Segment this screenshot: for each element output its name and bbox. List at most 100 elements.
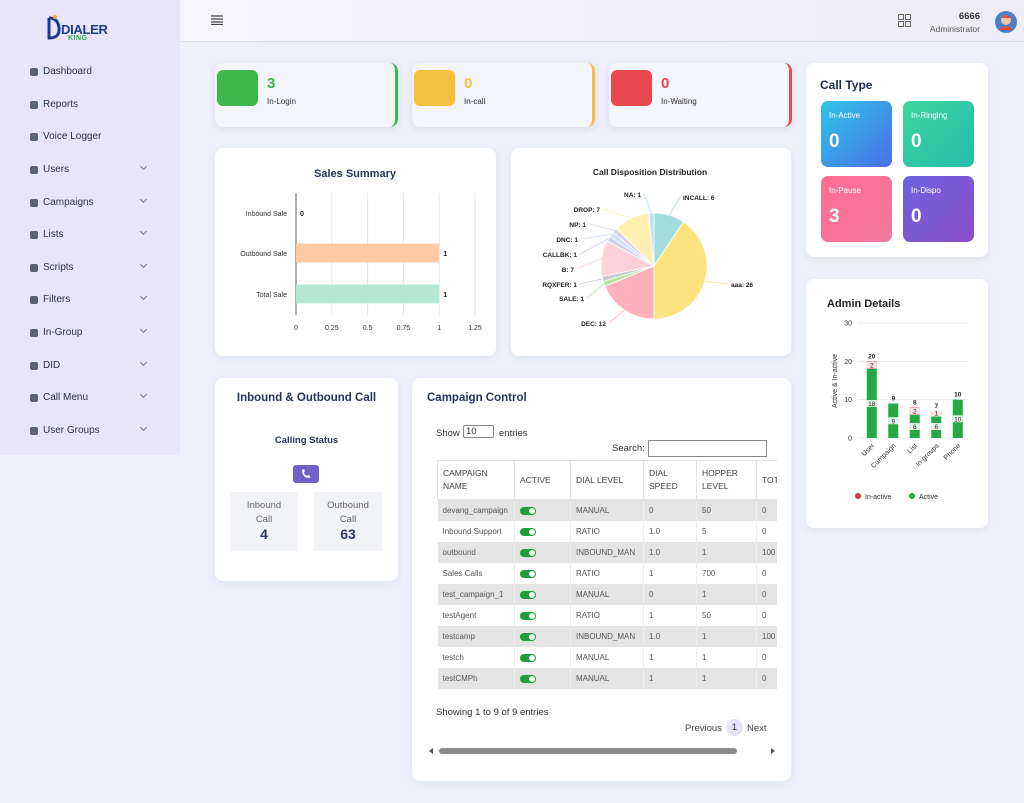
page-size-select[interactable]: 10 [463, 425, 494, 438]
table-wrap: Campaign Name Active Dial Level Dial Speed H… [437, 460, 777, 692]
submenu-chevron[interactable] [139, 260, 148, 269]
cell: RATIO [570, 521, 644, 542]
cell: 1 [696, 584, 757, 605]
active-toggle[interactable] [520, 611, 536, 620]
active-toggle[interactable] [520, 548, 536, 557]
menu-label[interactable]: Dashboard [43, 66, 92, 77]
active-toggle[interactable] [520, 674, 536, 683]
cell: 0 [756, 499, 777, 521]
cell: 50 [696, 499, 757, 521]
box-value: 4 [260, 526, 268, 542]
menu-item[interactable]: Filters [0, 292, 180, 309]
submenu-chevron[interactable] [139, 390, 148, 399]
stat-icon [217, 70, 258, 106]
logo-mark [47, 15, 61, 40]
search-input[interactable] [648, 440, 767, 457]
submenu-chevron[interactable] [139, 358, 148, 367]
stat-label: In-Waiting [661, 97, 697, 106]
entries-label: entries [499, 428, 528, 439]
menu-toggle[interactable] [211, 15, 223, 25]
call-type-tile: In-Active 0 [821, 101, 892, 167]
box-value: 63 [340, 526, 356, 542]
column-header[interactable]: Dial Speed [643, 460, 697, 500]
submenu-chevron[interactable] [139, 325, 148, 334]
menu-label[interactable]: User Groups [43, 425, 100, 436]
menu-label[interactable]: Call Menu [43, 392, 89, 403]
menu-item[interactable]: Dashboard [0, 65, 180, 81]
active-toggle[interactable] [520, 632, 536, 641]
cell: MANUAL [570, 584, 644, 605]
cell: MANUAL [570, 499, 644, 521]
column-header[interactable]: Campaign Name [437, 460, 515, 500]
user-id[interactable]: 6666 [958, 11, 980, 22]
box-label: Outbound Call [327, 500, 369, 525]
avatar[interactable] [994, 10, 1018, 34]
menu-item[interactable]: Lists [0, 227, 180, 244]
submenu-chevron[interactable] [139, 292, 148, 301]
user-role[interactable]: Administrator [929, 24, 980, 34]
submenu-chevron[interactable] [139, 423, 148, 432]
column-header[interactable]: Active [514, 460, 571, 500]
menu-icon [30, 199, 38, 207]
menu-item[interactable]: Users [0, 162, 180, 179]
header-row: Campaign Name Active Dial Level Dial Speed H… [437, 460, 777, 500]
menu-label[interactable]: Reports [43, 99, 79, 110]
menu-label[interactable]: Scripts [43, 262, 74, 273]
active-toggle[interactable] [520, 506, 536, 515]
tile-label: In-Pause [829, 186, 862, 195]
menu-icon [30, 394, 38, 402]
menu-item[interactable]: Voice Logger [0, 130, 180, 146]
page-button[interactable]: 1 [726, 719, 743, 736]
column-header[interactable]: Dial Level [570, 460, 644, 500]
next-button[interactable]: Next [747, 723, 767, 734]
active-toggle[interactable] [520, 569, 536, 578]
stat-label: In-Login [267, 97, 296, 106]
menu-label[interactable]: In-Group [43, 327, 83, 338]
menu-icon [30, 68, 38, 76]
menu-item[interactable]: Campaigns [0, 195, 180, 212]
active-toggle[interactable] [520, 653, 536, 662]
menu-label[interactable]: DID [43, 360, 61, 371]
active-toggle[interactable] [520, 527, 536, 536]
cell: Sales Calls [437, 563, 515, 584]
call-type-tile: In-Pause 3 [821, 176, 892, 242]
table-row: outbound INBOUND_MAN 1.0 1 100 [437, 542, 777, 563]
tile-label: In-Dispo [911, 186, 941, 195]
menu-item[interactable]: Reports [0, 98, 180, 114]
menu-item[interactable]: Scripts [0, 260, 180, 277]
menu-item[interactable]: User Groups [0, 423, 180, 440]
menu-label[interactable]: Filters [43, 294, 71, 305]
apps-icon[interactable] [898, 14, 911, 27]
menu-icon [30, 101, 38, 109]
cell: 50 [696, 605, 757, 626]
table-info: Showing 1 to 9 of 9 entries [436, 707, 549, 718]
cell: 1 [696, 542, 757, 563]
card-title: Campaign Control [427, 392, 527, 404]
cell: outbound [437, 542, 515, 563]
menu-label[interactable]: Campaigns [43, 197, 94, 208]
menu-label[interactable]: Users [43, 164, 70, 175]
prev-button[interactable]: Previous [685, 723, 722, 734]
logo-bottom: KING [68, 35, 88, 42]
cell [514, 647, 571, 668]
cell: INBOUND_MAN [570, 626, 644, 647]
menu-item[interactable]: DID [0, 358, 180, 375]
cell: 1 [643, 668, 697, 689]
call-type-tile: In-Ringing 0 [903, 101, 974, 167]
cell [514, 668, 571, 689]
submenu-chevron[interactable] [139, 162, 148, 171]
submenu-chevron[interactable] [139, 227, 148, 236]
cell: 1 [643, 647, 697, 668]
column-header[interactable]: Hopper Level [696, 460, 757, 500]
active-toggle[interactable] [520, 590, 536, 599]
menu-label[interactable]: Lists [43, 229, 64, 240]
menu-item[interactable]: In-Group [0, 325, 180, 342]
submenu-chevron[interactable] [139, 195, 148, 204]
column-header[interactable]: Total Leads [756, 460, 777, 500]
menu-item[interactable]: Call Menu [0, 390, 180, 407]
menu-icon [30, 329, 38, 337]
h-scrollbar[interactable] [428, 746, 776, 756]
admin-details-card [806, 279, 988, 528]
menu-label[interactable]: Voice Logger [43, 131, 102, 142]
